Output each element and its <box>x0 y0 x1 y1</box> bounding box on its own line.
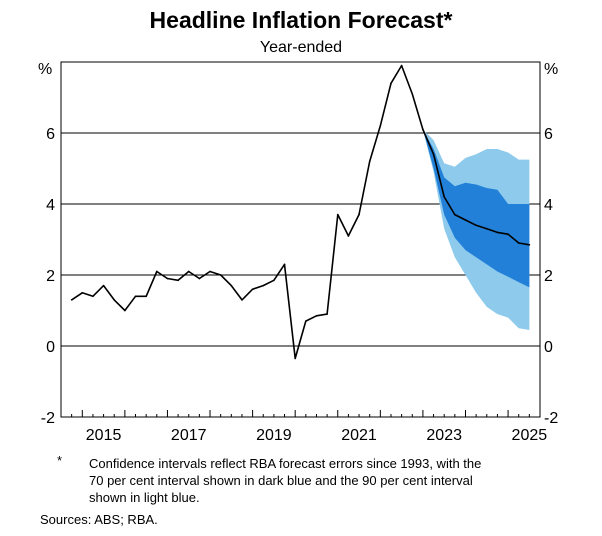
inflation-point <box>326 313 328 315</box>
inflation-point <box>70 299 73 301</box>
x-tick-label: 2025 <box>512 427 548 444</box>
inflation-point <box>432 153 435 156</box>
inflation-point <box>113 299 116 301</box>
inflation-point <box>294 357 296 360</box>
footnote-line: shown in light blue. <box>89 490 200 505</box>
x-tick-label: 2015 <box>86 427 122 444</box>
inflation-point <box>315 315 318 317</box>
inflation-point <box>124 309 126 312</box>
inflation-point <box>209 270 211 273</box>
y-tick-label-right: 4 <box>544 197 553 214</box>
x-tick-label: 2019 <box>256 427 292 444</box>
inflation-point <box>156 270 158 273</box>
inflation-point <box>411 93 414 95</box>
inflation-point <box>219 274 222 276</box>
y-unit-right: % <box>544 61 558 78</box>
inflation-point <box>464 219 467 221</box>
footnote-line: 70 per cent interval shown in dark blue … <box>89 473 473 488</box>
inflation-point <box>230 284 233 287</box>
inflation-point <box>347 235 350 237</box>
y-tick-label-left: -2 <box>41 410 55 427</box>
inflation-point <box>102 284 105 287</box>
inflation-point <box>368 160 371 163</box>
inflation-point <box>241 299 243 301</box>
y-tick-label-left: 2 <box>46 268 55 285</box>
y-tick-label-left: 6 <box>46 126 55 143</box>
inflation-point <box>336 213 339 216</box>
inflation-point <box>454 213 456 216</box>
inflation-point <box>517 242 520 244</box>
inflation-point <box>262 284 265 287</box>
y-tick-label-left: 4 <box>46 197 55 214</box>
inflation-point <box>485 228 488 230</box>
sources-note: Sources: ABS; RBA. <box>40 512 158 527</box>
inflation-point <box>358 213 360 216</box>
inflation-point <box>475 224 477 227</box>
inflation-point <box>251 288 254 291</box>
inflation-point <box>422 128 424 131</box>
y-tick-label-right: 2 <box>544 268 553 285</box>
plot-frame <box>60 61 541 418</box>
x-tick-label: 2017 <box>171 427 207 444</box>
band-70-percent <box>422 129 530 288</box>
inflation-point <box>379 125 382 127</box>
inflation-point <box>166 277 169 280</box>
y-tick-label-left: 0 <box>46 339 55 356</box>
inflation-point <box>134 295 137 298</box>
inflation-point <box>145 295 147 298</box>
x-tick-label: 2021 <box>341 427 377 444</box>
inflation-point <box>496 231 499 234</box>
inflation-point <box>283 263 286 266</box>
inflation-point <box>528 244 531 246</box>
chart-title: Headline Inflation Forecast* <box>150 7 453 33</box>
y-tick-label-right: 0 <box>544 339 553 356</box>
inflation-line <box>71 64 530 360</box>
inflation-point <box>443 196 446 198</box>
footnote-line: Confidence intervals reflect RBA forecas… <box>89 456 481 471</box>
chart-subtitle: Year-ended <box>260 39 342 56</box>
x-tick-label: 2023 <box>426 427 462 444</box>
inflation-point <box>400 64 403 67</box>
inflation-point <box>92 295 94 298</box>
inflation-point <box>305 320 307 322</box>
inflation-point <box>198 277 201 280</box>
inflation-point <box>177 279 179 282</box>
inflation-point <box>81 291 84 294</box>
inflation-point <box>507 233 509 235</box>
y-tick-label-right: 6 <box>544 126 553 143</box>
inflation-point <box>390 82 392 85</box>
footnote-marker: * <box>57 453 62 468</box>
y-unit-left: % <box>38 61 52 78</box>
y-tick-label-right: -2 <box>544 410 558 427</box>
inflation-point <box>187 270 190 273</box>
inflation-point <box>273 279 275 282</box>
